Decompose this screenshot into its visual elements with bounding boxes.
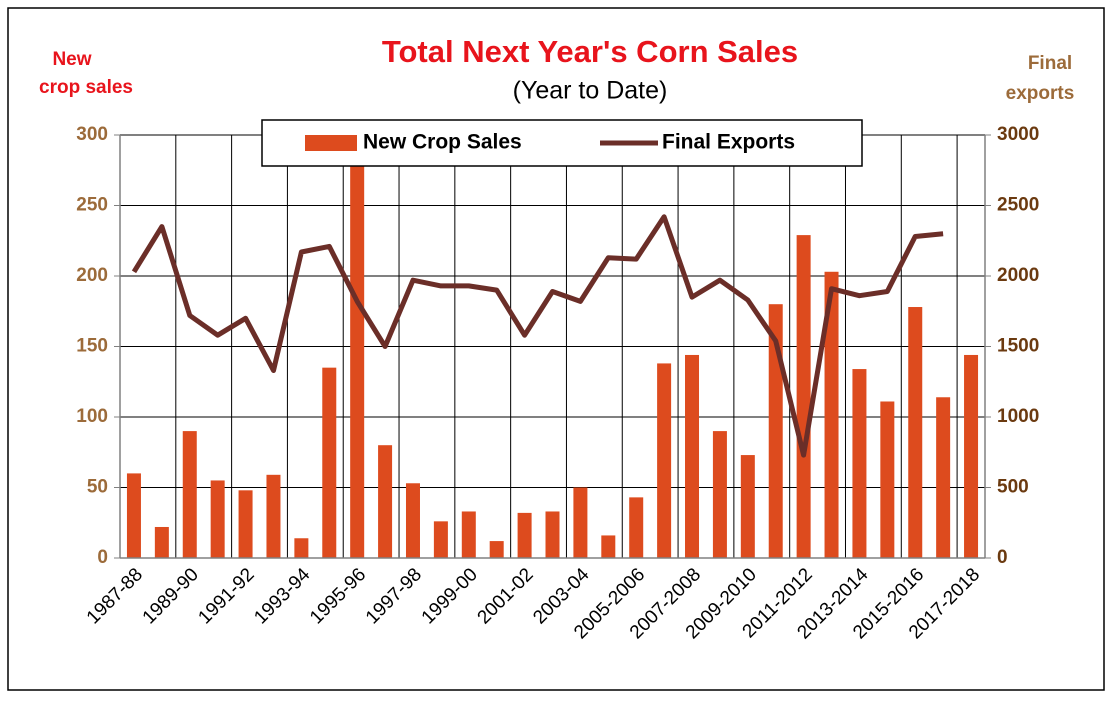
line — [131, 214, 944, 458]
y2-tick-label: 1500 — [997, 336, 1039, 357]
bar — [852, 369, 867, 558]
bar — [461, 511, 476, 558]
y2-tick-label: 0 — [997, 547, 1008, 568]
y-tick-label: 150 — [76, 336, 108, 357]
grid — [120, 134, 985, 559]
legend: New Crop Sales Final Exports — [261, 119, 863, 167]
bar — [601, 535, 616, 558]
y-axis-label: New — [52, 49, 91, 70]
bar — [964, 354, 979, 558]
y2-tick-label: 1000 — [997, 406, 1039, 427]
bar — [545, 511, 560, 558]
bar — [740, 455, 755, 558]
bar — [712, 431, 727, 558]
bar — [768, 304, 783, 558]
bar — [629, 497, 644, 558]
bar — [573, 487, 588, 558]
bar — [405, 483, 420, 558]
y2-tick-label: 500 — [997, 477, 1029, 498]
bar — [294, 538, 309, 558]
bar — [378, 445, 393, 558]
bar — [210, 480, 225, 558]
chart-title: Total Next Year's Corn Sales — [382, 34, 798, 69]
y-tick-label: 100 — [76, 406, 108, 427]
bar — [685, 354, 700, 558]
bar — [796, 235, 811, 558]
bar — [489, 541, 504, 558]
y2-axis-label: Final — [1028, 53, 1072, 74]
y-tick-label: 50 — [87, 477, 108, 498]
bar — [350, 135, 365, 558]
y-tick-label: 200 — [76, 265, 108, 286]
bar — [433, 521, 448, 558]
y-tick-label: 250 — [76, 195, 108, 216]
y2-axis-label: exports — [1006, 83, 1075, 104]
legend-label: Final Exports — [662, 131, 795, 154]
y2-tick-label: 2000 — [997, 265, 1039, 286]
y-tick-label: 300 — [76, 124, 108, 145]
y-tick-label: 0 — [97, 547, 108, 568]
chart-subtitle: (Year to Date) — [513, 77, 668, 105]
bar — [517, 512, 532, 558]
bar — [266, 474, 281, 558]
legend-box — [261, 119, 863, 167]
y2-tick-label: 3000 — [997, 124, 1039, 145]
bars — [126, 135, 979, 558]
bar — [936, 397, 951, 558]
bar — [126, 473, 141, 558]
lines — [131, 214, 944, 458]
legend-label: New Crop Sales — [363, 131, 522, 154]
bar — [880, 401, 895, 558]
y-axis-label: crop sales — [39, 77, 133, 98]
y2-tick-label: 2500 — [997, 195, 1039, 216]
bar — [182, 431, 197, 558]
legend-swatch — [305, 135, 357, 151]
bar — [908, 307, 923, 558]
bar — [657, 363, 672, 558]
bar — [154, 526, 169, 558]
bar — [238, 490, 253, 558]
bar — [824, 271, 839, 558]
bar — [322, 367, 337, 558]
